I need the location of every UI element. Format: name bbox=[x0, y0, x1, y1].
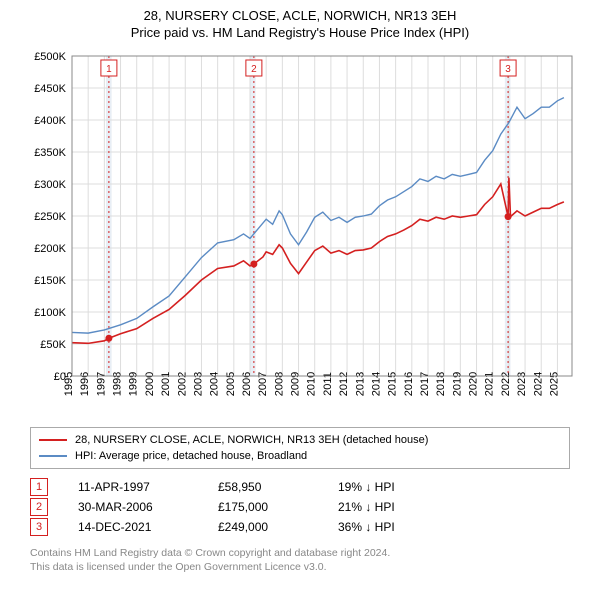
svg-text:2005: 2005 bbox=[225, 372, 237, 396]
transaction-date: 11-APR-1997 bbox=[78, 480, 218, 494]
legend-label: 28, NURSERY CLOSE, ACLE, NORWICH, NR13 3… bbox=[75, 434, 428, 446]
svg-text:1997: 1997 bbox=[95, 372, 107, 396]
svg-text:2007: 2007 bbox=[257, 372, 269, 396]
svg-text:£450K: £450K bbox=[34, 83, 66, 95]
svg-text:£250K: £250K bbox=[34, 211, 66, 223]
svg-text:2018: 2018 bbox=[435, 372, 447, 396]
transaction-row: 1 11-APR-1997£58,95019% ↓ HPI bbox=[30, 477, 570, 497]
chart-title-block: 28, NURSERY CLOSE, ACLE, NORWICH, NR13 3… bbox=[131, 8, 469, 40]
footer: Contains HM Land Registry data © Crown c… bbox=[30, 547, 570, 574]
svg-text:2020: 2020 bbox=[468, 372, 480, 396]
svg-text:2000: 2000 bbox=[144, 372, 156, 396]
legend-swatch bbox=[39, 439, 67, 441]
svg-text:1: 1 bbox=[106, 64, 112, 75]
svg-text:£400K: £400K bbox=[34, 115, 66, 127]
svg-text:2012: 2012 bbox=[338, 372, 350, 396]
svg-text:2021: 2021 bbox=[484, 372, 496, 396]
svg-text:2025: 2025 bbox=[548, 372, 560, 396]
transaction-delta: 36% ↓ HPI bbox=[338, 520, 395, 534]
svg-text:1996: 1996 bbox=[79, 372, 91, 396]
transaction-price: £58,950 bbox=[218, 480, 338, 494]
svg-text:2003: 2003 bbox=[192, 372, 204, 396]
svg-text:2004: 2004 bbox=[209, 372, 221, 396]
legend: 28, NURSERY CLOSE, ACLE, NORWICH, NR13 3… bbox=[30, 427, 570, 469]
transaction-date: 30-MAR-2006 bbox=[78, 500, 218, 514]
chart-area: £0£50K£100K£150K£200K£250K£300K£350K£400… bbox=[20, 46, 580, 421]
svg-text:2010: 2010 bbox=[306, 372, 318, 396]
svg-text:£350K: £350K bbox=[34, 147, 66, 159]
footer-line-2: This data is licensed under the Open Gov… bbox=[30, 561, 570, 575]
svg-text:2002: 2002 bbox=[176, 372, 188, 396]
svg-text:2017: 2017 bbox=[419, 372, 431, 396]
svg-text:2023: 2023 bbox=[516, 372, 528, 396]
transaction-marker: 1 bbox=[30, 478, 48, 496]
svg-text:£500K: £500K bbox=[34, 51, 66, 63]
svg-text:2022: 2022 bbox=[500, 372, 512, 396]
svg-text:2: 2 bbox=[251, 64, 257, 75]
transaction-date: 14-DEC-2021 bbox=[78, 520, 218, 534]
svg-text:2008: 2008 bbox=[273, 372, 285, 396]
svg-text:2024: 2024 bbox=[532, 372, 544, 396]
transaction-table: 1 11-APR-1997£58,95019% ↓ HPI 2 30-MAR-2006… bbox=[30, 477, 570, 537]
title-line-1: 28, NURSERY CLOSE, ACLE, NORWICH, NR13 3… bbox=[131, 8, 469, 23]
transaction-marker: 3 bbox=[30, 518, 48, 536]
svg-text:2006: 2006 bbox=[241, 372, 253, 396]
chart-svg: £0£50K£100K£150K£200K£250K£300K£350K£400… bbox=[20, 46, 580, 421]
svg-text:£100K: £100K bbox=[34, 307, 66, 319]
transaction-row: 2 30-MAR-2006£175,00021% ↓ HPI bbox=[30, 497, 570, 517]
transaction-price: £249,000 bbox=[218, 520, 338, 534]
svg-text:2016: 2016 bbox=[403, 372, 415, 396]
legend-item: HPI: Average price, detached house, Broa… bbox=[39, 448, 561, 464]
svg-text:2013: 2013 bbox=[354, 372, 366, 396]
transaction-marker: 2 bbox=[30, 498, 48, 516]
svg-text:£300K: £300K bbox=[34, 179, 66, 191]
svg-text:2014: 2014 bbox=[370, 372, 382, 396]
legend-label: HPI: Average price, detached house, Broa… bbox=[75, 450, 307, 462]
transaction-price: £175,000 bbox=[218, 500, 338, 514]
svg-text:1999: 1999 bbox=[128, 372, 140, 396]
footer-line-1: Contains HM Land Registry data © Crown c… bbox=[30, 547, 570, 561]
svg-text:1995: 1995 bbox=[63, 372, 75, 396]
svg-text:3: 3 bbox=[505, 64, 511, 75]
svg-text:£200K: £200K bbox=[34, 243, 66, 255]
transaction-delta: 19% ↓ HPI bbox=[338, 480, 395, 494]
transaction-row: 3 14-DEC-2021£249,00036% ↓ HPI bbox=[30, 517, 570, 537]
svg-text:1998: 1998 bbox=[112, 372, 124, 396]
svg-text:2009: 2009 bbox=[290, 372, 302, 396]
svg-text:2015: 2015 bbox=[387, 372, 399, 396]
svg-text:2001: 2001 bbox=[160, 372, 172, 396]
title-line-2: Price paid vs. HM Land Registry's House … bbox=[131, 25, 469, 40]
svg-text:2019: 2019 bbox=[451, 372, 463, 396]
legend-swatch bbox=[39, 455, 67, 457]
svg-text:£150K: £150K bbox=[34, 275, 66, 287]
legend-item: 28, NURSERY CLOSE, ACLE, NORWICH, NR13 3… bbox=[39, 432, 561, 448]
transaction-delta: 21% ↓ HPI bbox=[338, 500, 395, 514]
svg-text:£50K: £50K bbox=[40, 339, 66, 351]
